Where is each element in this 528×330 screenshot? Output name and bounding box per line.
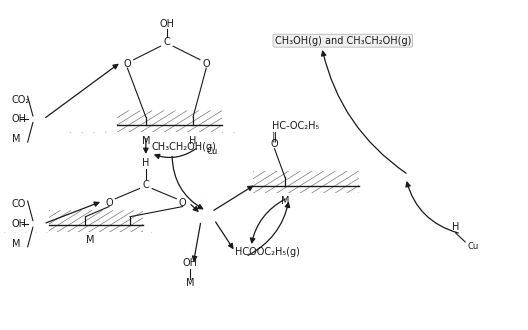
Bar [253,185,359,193]
Bar [222,92,526,132]
Text: OH: OH [12,114,27,124]
Bar [49,232,143,265]
Text: H: H [190,136,197,146]
Text: H: H [142,158,149,168]
Text: OH: OH [183,258,198,268]
Text: CH₃CH₂OH(g): CH₃CH₂OH(g) [151,142,216,152]
Bar [49,225,143,232]
Text: M: M [87,235,95,245]
Text: O: O [124,58,131,69]
Text: HCOOC₂H₅(g): HCOOC₂H₅(g) [235,247,300,257]
Text: M: M [186,279,195,288]
Text: M: M [12,239,21,248]
Bar [2,92,117,132]
Text: O: O [202,58,210,69]
Text: O: O [105,198,113,208]
Text: Cu: Cu [206,147,218,156]
Text: OH: OH [12,219,27,229]
Text: M: M [12,134,21,144]
Text: HC-OC₂H₅: HC-OC₂H₅ [272,121,319,131]
Text: O: O [179,198,186,208]
Bar [117,132,222,165]
Text: CH₃OH(g) and CH₃CH₂OH(g): CH₃OH(g) and CH₃CH₂OH(g) [275,36,411,46]
Bar [253,193,359,225]
Text: OH: OH [159,19,174,29]
Bar [143,192,526,232]
Text: O: O [271,139,278,149]
Bar [2,192,49,232]
Text: C: C [164,37,170,47]
Text: H: H [452,222,459,232]
Text: M: M [281,196,289,206]
Text: Cu: Cu [467,242,478,251]
Text: C: C [143,180,149,190]
Bar [2,153,253,193]
Bar [117,125,222,132]
Text: CO₂: CO₂ [12,95,30,105]
Text: M: M [142,136,150,146]
Text: CO: CO [12,199,26,209]
Bar [359,153,526,193]
Text: ‖: ‖ [272,131,277,142]
